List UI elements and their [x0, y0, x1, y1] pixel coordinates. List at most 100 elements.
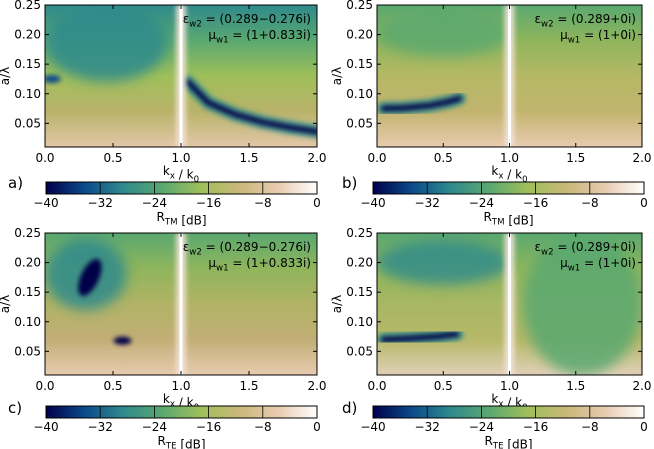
x-tick-label: 1.5 [566, 151, 585, 165]
y-tick-label: 0.20 [346, 256, 373, 270]
y-tick-label: 0.15 [346, 285, 373, 299]
heatmap-area [377, 5, 642, 147]
y-tick-label: 0.10 [346, 87, 373, 101]
x-axis-label: kx / k0 [163, 164, 199, 185]
colorbar-gradient [45, 405, 318, 419]
feature-green-region [522, 233, 642, 375]
colorbar-tick-label: −32 [88, 420, 113, 434]
y-tick-label: 0.25 [346, 0, 373, 12]
colorbar-label: RTM [dB] [483, 210, 533, 228]
heatmap-area [45, 233, 317, 375]
colorbar-tick-label: −8 [254, 196, 272, 210]
colorbar: −40 −32 −24 −16 −8 0 RTM [dB] [360, 181, 648, 228]
colorbar-tick-label: −16 [196, 196, 221, 210]
x-tick-label: 1.5 [239, 379, 258, 393]
heatmap-area [45, 5, 317, 147]
y-axis-label: a/λ [330, 67, 344, 86]
feature-blue-region [45, 5, 168, 82]
feature-dark-minimum [78, 258, 102, 296]
y-tick-label: 0.15 [14, 285, 41, 299]
feature-green-band [377, 240, 510, 285]
feature-minimum-curve [381, 95, 462, 112]
y-axis-label: a/λ [0, 67, 12, 86]
colorbar-tick-label: −40 [360, 420, 385, 434]
feature-white-line [508, 5, 511, 147]
y-tick-label: 0.05 [346, 116, 373, 130]
colorbar-tick-label: −32 [88, 196, 113, 210]
colorbar-label: RTE [dB] [157, 434, 205, 449]
y-tick-label: 0.10 [346, 315, 373, 329]
colorbar-tick-label: −16 [523, 420, 548, 434]
colorbar: −40 −32 −24 −16 −8 0 RTM [dB] [33, 181, 321, 228]
y-tick-label: 0.15 [14, 57, 41, 71]
feature-white-line [179, 233, 183, 375]
colorbar-tick-label: 0 [313, 196, 321, 210]
annotation-mu: μw1 = (1+0i) [560, 28, 636, 46]
x-tick-label: 1.0 [171, 151, 190, 165]
colorbar-tick-label: −24 [142, 420, 167, 434]
colorbar-label: RTM [dB] [156, 210, 206, 228]
x-tick-label: 0.5 [434, 379, 453, 393]
heatmap-area [377, 233, 642, 375]
x-tick-label: 1.0 [171, 379, 190, 393]
colorbar-tick-label: −40 [360, 196, 385, 210]
colorbar-tick-label: −24 [469, 420, 494, 434]
x-tick-label: 1.0 [500, 151, 519, 165]
y-tick-label: 0.25 [14, 226, 41, 240]
feature-dark-blue-spot [45, 74, 61, 83]
x-tick-label: 0.0 [35, 151, 54, 165]
panel-b: 0.0 0.5 1.0 1.5 2.0 0.05 0.10 0.15 0.20 0.25 kx / … [330, 0, 652, 228]
y-tick-label: 0.05 [346, 344, 373, 358]
colorbar-tick-label: −16 [523, 196, 548, 210]
colorbar-tick-label: 0 [640, 420, 648, 434]
annotation-epsilon: εw2 = (0.289+0i) [535, 240, 636, 258]
x-tick-label: 1.5 [239, 151, 258, 165]
feature-white-line [508, 233, 511, 375]
annotation-mu: μw1 = (1+0.833i) [208, 256, 311, 274]
y-axis-label: a/λ [330, 295, 344, 314]
x-tick-label: 2.0 [307, 379, 326, 393]
colorbar-tick-label: −8 [254, 420, 272, 434]
feature-white-line [179, 5, 183, 147]
y-tick-label: 0.15 [346, 57, 373, 71]
panel-a: 0.0 0.5 1.0 1.5 2.0 0.05 0.10 0.15 0.20 0.25 kx / … [0, 0, 327, 228]
colorbar-tick-label: −40 [33, 196, 58, 210]
x-tick-label: 0.0 [367, 379, 386, 393]
panel-label: a) [8, 174, 23, 192]
x-tick-label: 0.0 [367, 151, 386, 165]
annotation-mu: μw1 = (1+0i) [560, 256, 636, 274]
colorbar-tick-label: 0 [313, 420, 321, 434]
y-tick-label: 0.20 [14, 28, 41, 42]
colorbar-tick-label: −16 [196, 420, 221, 434]
colorbar-tick-label: −24 [469, 196, 494, 210]
colorbar-tick-label: 0 [640, 196, 648, 210]
colorbar: −40 −32 −24 −16 −8 0 RTE [dB] [360, 405, 648, 449]
annotation-epsilon: εw2 = (0.289−0.276i) [183, 240, 311, 258]
colorbar: −40 −32 −24 −16 −8 0 RTE [dB] [33, 405, 321, 449]
x-tick-label: 1.0 [500, 379, 519, 393]
y-tick-label: 0.10 [14, 315, 41, 329]
colorbar-tick-label: −32 [415, 196, 440, 210]
annotation-epsilon: εw2 = (0.289−0.276i) [183, 12, 311, 30]
annotation-mu: μw1 = (1+0.833i) [208, 28, 311, 46]
x-tick-label: 0.5 [434, 151, 453, 165]
panel-label: b) [342, 174, 357, 192]
colorbar-gradient [372, 405, 645, 419]
colorbar-label: RTE [dB] [484, 434, 532, 449]
colorbar-tick-label: −40 [33, 420, 58, 434]
y-axis-label: a/λ [0, 295, 12, 314]
y-tick-label: 0.10 [14, 87, 41, 101]
y-tick-label: 0.25 [14, 0, 41, 12]
x-tick-label: 0.0 [35, 379, 54, 393]
colorbar-tick-label: −8 [581, 196, 599, 210]
colorbar-gradient [45, 181, 318, 195]
feature-dark-spot [113, 336, 132, 345]
y-tick-label: 0.05 [14, 344, 41, 358]
y-tick-label: 0.20 [14, 256, 41, 270]
colorbar-tick-label: −8 [581, 420, 599, 434]
y-tick-label: 0.05 [14, 116, 41, 130]
x-tick-label: 2.0 [632, 379, 651, 393]
